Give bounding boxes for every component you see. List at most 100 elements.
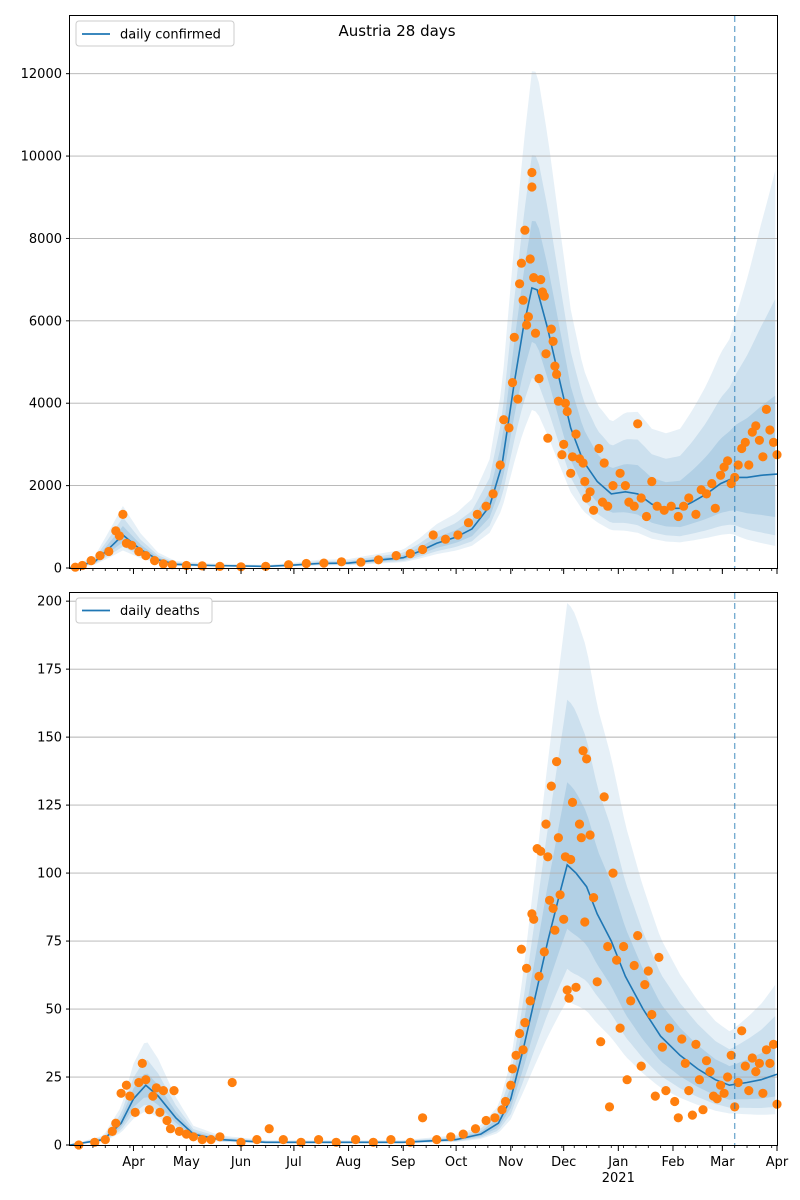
y-tick-label: 50 [45,1003,62,1018]
observed-point [100,1135,110,1145]
observed-point [620,481,631,491]
observed-point [116,1088,126,1098]
observed-point [574,819,585,829]
y-tick-label: 0 [54,1139,62,1154]
observed-point [677,1034,687,1044]
observed-point [314,1135,324,1145]
observed-point [118,509,128,519]
x-tick-label: Mar [710,1155,735,1170]
observed-point [516,258,527,268]
observed-point [481,1115,491,1126]
deaths-legend-label: daily deaths [120,604,200,619]
observed-point [506,1080,516,1090]
observed-point [691,509,701,519]
y-tick-label: 10000 [21,150,62,165]
observed-point [181,1129,191,1139]
observed-point [550,925,560,935]
observed-point [673,1113,683,1123]
daily-confirmed-band-3 [70,221,776,568]
observed-point [716,1080,726,1090]
observed-point [336,557,347,567]
y-tick-label: 100 [37,867,62,882]
observed-point [440,534,451,544]
observed-point [571,429,581,439]
observed-point [560,398,571,408]
observed-point [641,511,652,522]
observed-point [633,931,643,941]
observed-point [520,1018,530,1028]
observed-point [701,489,712,499]
x-tick-label: Oct [445,1155,467,1170]
observed-point [567,452,578,462]
observed-point [151,1083,161,1093]
observed-point [472,509,482,519]
observed-point [158,1086,168,1096]
observed-point [604,1102,615,1112]
observed-point [522,320,532,330]
observed-point [155,1107,165,1117]
observed-point [525,254,535,264]
observed-point [661,1086,671,1096]
deaths-plot-frame [69,592,778,1146]
observed-point [534,373,544,384]
confirmed-legend-label: daily confirmed [120,28,221,43]
observed-point [520,225,530,235]
y-tick-label: 6000 [29,314,62,329]
confirmed-plot-frame [69,15,778,569]
observed-point [148,1091,158,1101]
deaths-observed-points [74,746,782,1150]
observed-point [562,406,572,417]
confirmed-legend-box [75,20,235,47]
observed-point [758,452,768,462]
observed-point [636,493,646,503]
observed-point [432,1135,442,1145]
observed-point [351,1135,361,1145]
x-tick-label: Dec [551,1155,576,1170]
observed-point [747,1053,757,1063]
observed-point [684,1086,694,1096]
observed-point [144,1105,154,1115]
observed-point [418,1113,428,1123]
y-tick-label: 200 [37,595,62,610]
observed-point [95,551,105,561]
observed-point [543,433,553,443]
observed-point [513,394,523,404]
observed-point [264,1124,274,1134]
observed-point [141,1075,151,1085]
observed-point [301,558,311,569]
observed-point [559,914,569,924]
observed-point [768,437,779,447]
observed-point [500,1096,511,1107]
x-tick-label: Jun [230,1155,251,1170]
observed-point [539,291,549,301]
observed-point [550,361,560,371]
observed-point [428,530,438,540]
observed-point [121,1080,131,1090]
observed-point [523,312,534,322]
observed-point [659,505,669,515]
observed-point [499,415,509,425]
observed-point [578,458,588,468]
observed-point [553,396,564,406]
observed-point [585,487,595,497]
y-tick-label: 150 [37,731,62,746]
x-tick-label: Aug [336,1155,361,1170]
observed-point [754,1058,765,1068]
daily-deaths-band-1 [70,603,776,1145]
observed-point [529,914,539,924]
observed-point [536,846,546,856]
y-tick-label: 75 [45,935,62,950]
observed-point [571,982,581,992]
observed-point [578,746,588,756]
observed-point [636,1061,646,1071]
y-tick-label: 2000 [29,479,62,494]
observed-point [174,1126,184,1136]
observed-point [539,947,549,957]
observed-point [691,1039,701,1049]
y-tick-label: 4000 [29,397,62,412]
observed-point [666,501,676,511]
observed-point [125,1091,135,1101]
y-tick-label: 12000 [21,67,62,82]
observed-point [169,1086,179,1096]
observed-point [319,558,329,568]
